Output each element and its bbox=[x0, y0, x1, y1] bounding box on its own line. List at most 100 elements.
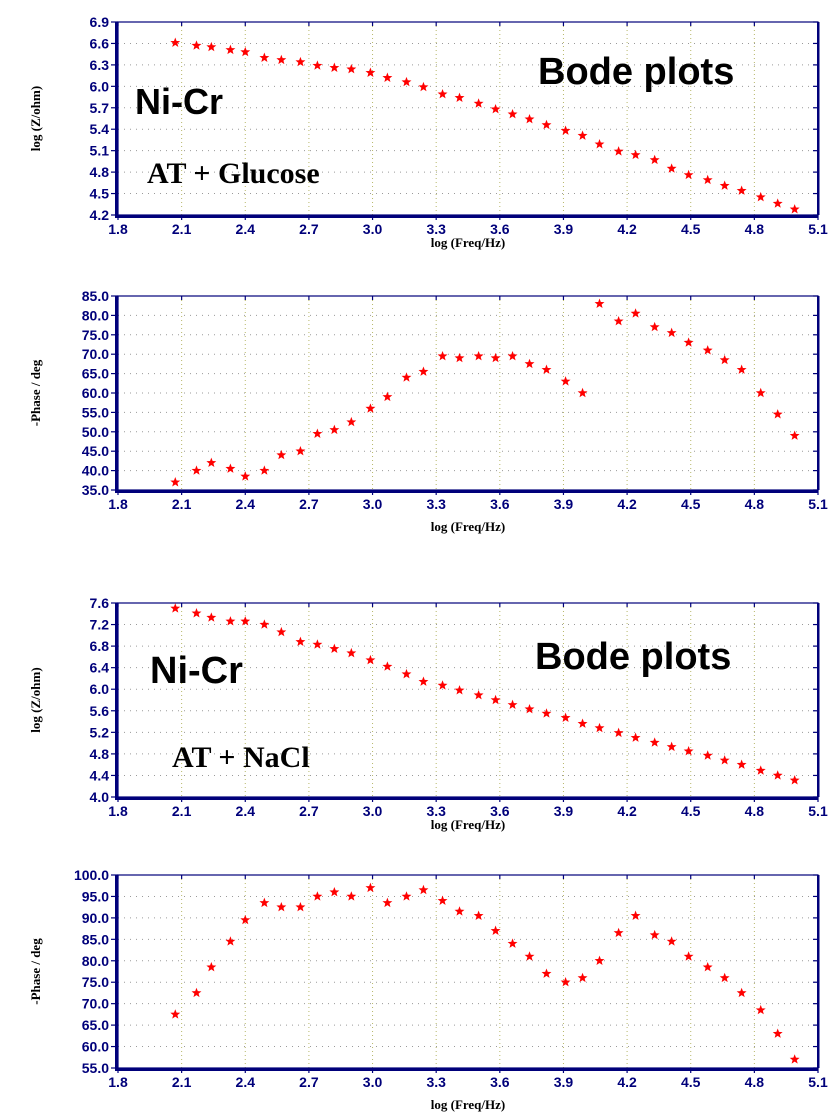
y-tick-label: 65.0 bbox=[82, 366, 109, 382]
data-point-star bbox=[454, 352, 465, 363]
y-tick-label: 40.0 bbox=[82, 463, 109, 479]
data-point-star bbox=[507, 109, 518, 119]
y-tick-label: 70.0 bbox=[82, 346, 109, 362]
x-axis-title: log (Freq/Hz) bbox=[431, 1097, 506, 1112]
data-point-star bbox=[276, 626, 287, 637]
x-tick-label: 4.2 bbox=[617, 496, 637, 512]
data-point-star bbox=[490, 104, 501, 114]
data-point-star bbox=[683, 745, 694, 756]
x-axis-line bbox=[115, 215, 818, 218]
data-point-star bbox=[295, 446, 306, 456]
y-tick-label: 80.0 bbox=[82, 953, 109, 969]
data-point-star bbox=[755, 387, 766, 398]
data-point-star bbox=[772, 1028, 783, 1038]
x-tick-label: 3.6 bbox=[490, 1074, 510, 1090]
x-tick-label: 3.9 bbox=[554, 803, 574, 819]
data-point-star bbox=[276, 54, 287, 65]
plot-area bbox=[118, 875, 818, 1068]
y-tick-label: 5.2 bbox=[90, 724, 110, 740]
bode-panel-4: 1.8 2.1 2.4 2.7 3.0 3.3 3.6 3.9 4.2 4.5 4.8 5.1 100.… bbox=[28, 867, 828, 1112]
data-point-star bbox=[259, 897, 270, 908]
data-point-star bbox=[594, 722, 605, 733]
data-point-star bbox=[312, 60, 323, 70]
data-point-star bbox=[276, 449, 287, 460]
data-point-star bbox=[541, 364, 552, 374]
x-tick-label: 2.7 bbox=[299, 221, 319, 237]
x-tick-label: 3.9 bbox=[554, 1074, 574, 1090]
data-point-star bbox=[295, 636, 306, 647]
data-point-star bbox=[577, 718, 588, 728]
y-tick-label: 6.8 bbox=[90, 638, 110, 654]
data-point-star bbox=[473, 350, 484, 361]
y-tick-label: 90.0 bbox=[82, 910, 109, 926]
x-tick-label: 3.0 bbox=[363, 496, 383, 512]
x-tick-label: 1.8 bbox=[108, 221, 128, 237]
y-tick-label: 55.0 bbox=[82, 404, 109, 420]
x-tick-label: 3.0 bbox=[363, 1074, 383, 1090]
data-point-star bbox=[666, 936, 677, 946]
y-tick-label: 85.0 bbox=[82, 288, 109, 304]
y-tick-label: 6.3 bbox=[90, 57, 110, 73]
data-point-star bbox=[630, 308, 641, 318]
y-tick-label: 7.6 bbox=[90, 595, 110, 611]
data-point-star bbox=[649, 154, 660, 165]
data-point-star bbox=[789, 204, 800, 214]
data-point-star bbox=[365, 403, 376, 413]
x-tick-label: 1.8 bbox=[108, 1074, 128, 1090]
data-point-star bbox=[240, 46, 251, 57]
data-point-star bbox=[524, 358, 535, 369]
data-point-star bbox=[312, 891, 323, 901]
x-tick-label: 2.7 bbox=[299, 1074, 319, 1090]
y-tick-label: 60.0 bbox=[82, 385, 109, 401]
y-axis-title: -Phase / deg bbox=[28, 359, 43, 426]
x-tick-label: 3.3 bbox=[426, 496, 446, 512]
y-axis-title: log (Z/ohm) bbox=[28, 86, 43, 151]
x-axis-line bbox=[115, 1068, 818, 1071]
data-point-star bbox=[702, 962, 713, 972]
data-point-star bbox=[577, 972, 588, 983]
y-axis-line bbox=[115, 22, 118, 215]
x-tick-label: 5.1 bbox=[808, 496, 828, 512]
x-tick-label: 4.2 bbox=[617, 1074, 637, 1090]
x-tick-label: 2.4 bbox=[236, 803, 256, 819]
y-tick-label: 75.0 bbox=[82, 974, 109, 990]
data-point-star bbox=[789, 430, 800, 440]
data-point-star bbox=[541, 119, 552, 130]
data-point-star bbox=[560, 712, 571, 722]
right-axis-line bbox=[817, 296, 820, 490]
data-point-star bbox=[683, 169, 694, 180]
data-point-star bbox=[259, 465, 270, 475]
plot-area bbox=[118, 296, 818, 490]
y-tick-label: 80.0 bbox=[82, 307, 109, 323]
data-point-star bbox=[329, 62, 340, 72]
y-tick-label: 4.8 bbox=[90, 164, 110, 180]
data-point-star bbox=[772, 770, 783, 780]
data-point-star bbox=[365, 882, 376, 893]
data-point-star bbox=[170, 477, 181, 487]
y-axis-line bbox=[115, 875, 118, 1068]
bode-panel-2: 1.8 2.1 2.4 2.7 3.0 3.3 3.6 3.9 4.2 4.5 4.8 5.1 85.0… bbox=[28, 288, 828, 534]
data-point-star bbox=[206, 612, 217, 622]
x-axis-title: log (Freq/Hz) bbox=[431, 235, 506, 250]
data-point-star bbox=[437, 680, 448, 690]
x-tick-label: 3.3 bbox=[426, 803, 446, 819]
data-point-star bbox=[401, 891, 412, 901]
data-point-star bbox=[454, 906, 465, 916]
data-point-star bbox=[719, 354, 730, 365]
data-point-star bbox=[401, 668, 412, 679]
data-point-star bbox=[560, 376, 571, 386]
data-point-star bbox=[613, 727, 624, 738]
data-point-star bbox=[473, 98, 484, 108]
data-point-star bbox=[418, 676, 429, 686]
data-point-star bbox=[346, 63, 357, 74]
data-point-star bbox=[206, 962, 217, 972]
data-point-star bbox=[418, 81, 429, 92]
data-point-star bbox=[365, 67, 376, 77]
x-tick-label: 4.2 bbox=[617, 803, 637, 819]
data-point-star bbox=[240, 914, 251, 925]
x-tick-label: 5.1 bbox=[808, 803, 828, 819]
data-point-star bbox=[170, 603, 181, 613]
x-tick-label: 2.1 bbox=[172, 496, 192, 512]
x-tick-label: 3.3 bbox=[426, 221, 446, 237]
x-tick-label: 4.5 bbox=[681, 1074, 701, 1090]
